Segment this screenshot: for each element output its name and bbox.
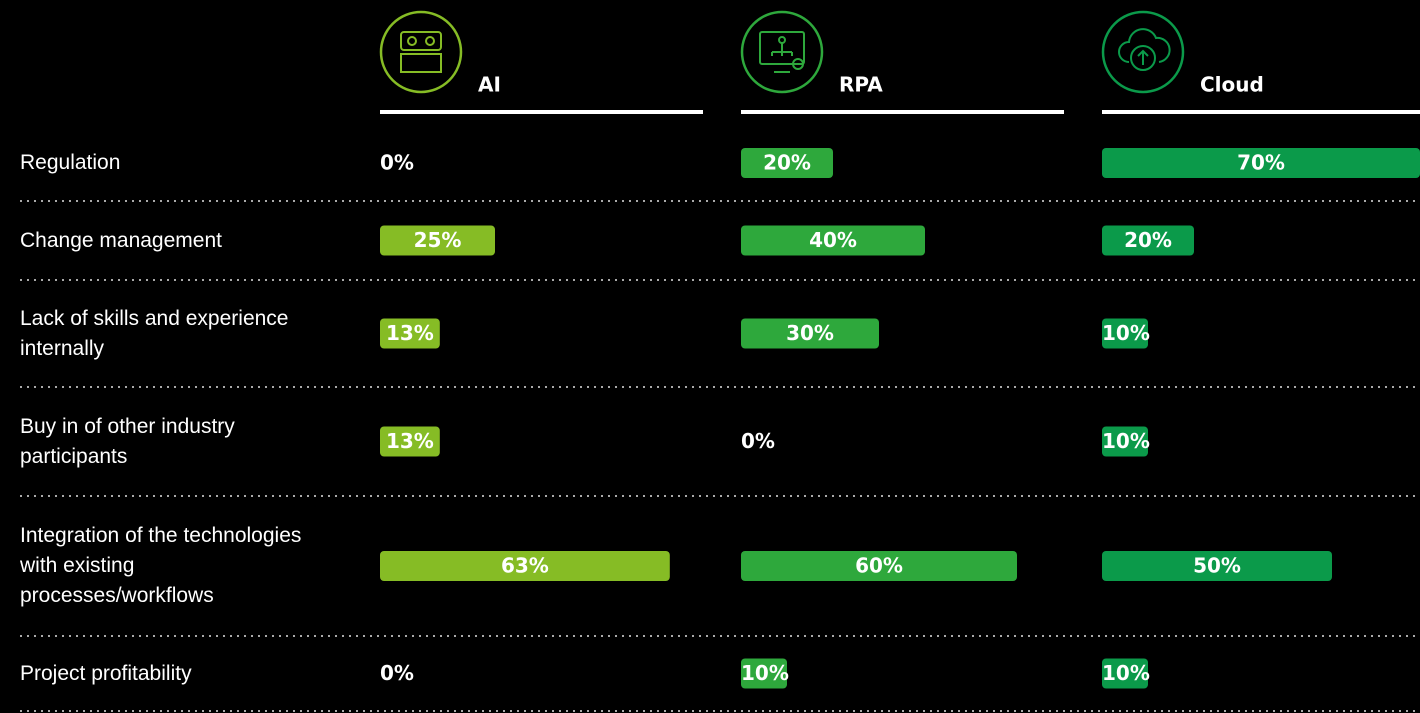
value-label: 63%: [501, 554, 549, 578]
value-label: 10%: [741, 661, 789, 685]
icon-part: [407, 36, 417, 46]
column-icon: [740, 10, 824, 94]
column-icon: [379, 10, 463, 94]
column-underline: [380, 110, 703, 114]
column-header: Cloud: [1200, 73, 1264, 97]
icon-part: [425, 36, 435, 46]
row-label: Integration of the technologies with exi…: [20, 496, 320, 636]
value-label: 13%: [386, 321, 434, 345]
bar: [1102, 225, 1194, 256]
bar: [380, 225, 495, 256]
value-label: 0%: [380, 661, 414, 685]
row-label-text: Regulation: [20, 151, 121, 174]
value-label: 30%: [786, 321, 834, 345]
value-label: 40%: [809, 228, 857, 252]
row-label: Buy in of other industry participants: [20, 387, 320, 496]
bar: [380, 426, 440, 457]
bar: [741, 318, 879, 349]
row-label: Change management: [20, 201, 320, 280]
value-label: 10%: [1102, 321, 1150, 345]
value-label: 50%: [1193, 554, 1241, 578]
value-label: 20%: [763, 151, 811, 175]
icon-part: [759, 31, 805, 65]
bar: [380, 318, 440, 349]
row-label-text: Buy in of other industry participants: [20, 414, 235, 468]
column-icon: [1101, 10, 1185, 94]
value-label: 25%: [414, 228, 462, 252]
icon-ring: [1101, 10, 1185, 94]
bar: [1102, 551, 1332, 581]
value-label: 70%: [1237, 151, 1285, 175]
icon-part: [400, 31, 442, 51]
icon-ring: [379, 10, 463, 94]
row-label-text: Integration of the technologies with exi…: [20, 524, 302, 607]
column-header: AI: [478, 73, 501, 97]
icon-ring: [740, 10, 824, 94]
row-label-text: Change management: [20, 228, 222, 252]
bar: [741, 225, 925, 256]
icon-part: [1118, 28, 1171, 63]
value-label: 20%: [1124, 228, 1172, 252]
bar: [1102, 426, 1148, 457]
value-label: 60%: [855, 554, 903, 578]
icon-part: [400, 53, 442, 73]
bar: [741, 148, 833, 178]
bar: [1102, 658, 1148, 689]
bar: [741, 658, 787, 689]
row-label-text: Lack of skills and experience internally: [20, 306, 289, 360]
icon-part: [778, 36, 786, 44]
value-label: 0%: [741, 429, 775, 453]
row-label: Regulation: [20, 125, 320, 201]
value-label: 10%: [1102, 429, 1150, 453]
row-label: Lack of skills and experience internally: [20, 280, 320, 387]
icon-part: [771, 43, 793, 56]
column-underline: [741, 110, 1064, 114]
value-label: 13%: [386, 429, 434, 453]
column-header: RPA: [839, 73, 883, 97]
icon-part: [1137, 49, 1149, 65]
row-label-text: Project profitability: [20, 661, 192, 685]
value-label: 10%: [1102, 661, 1150, 685]
icon-part: [1130, 45, 1156, 71]
column-underline: [1102, 110, 1420, 114]
icon-part: [792, 58, 804, 70]
value-label: 0%: [380, 151, 414, 175]
bar: [1102, 148, 1420, 178]
row-label: Project profitability: [20, 636, 320, 711]
bar: [741, 551, 1017, 581]
bar: [1102, 318, 1148, 349]
bar: [380, 551, 670, 581]
